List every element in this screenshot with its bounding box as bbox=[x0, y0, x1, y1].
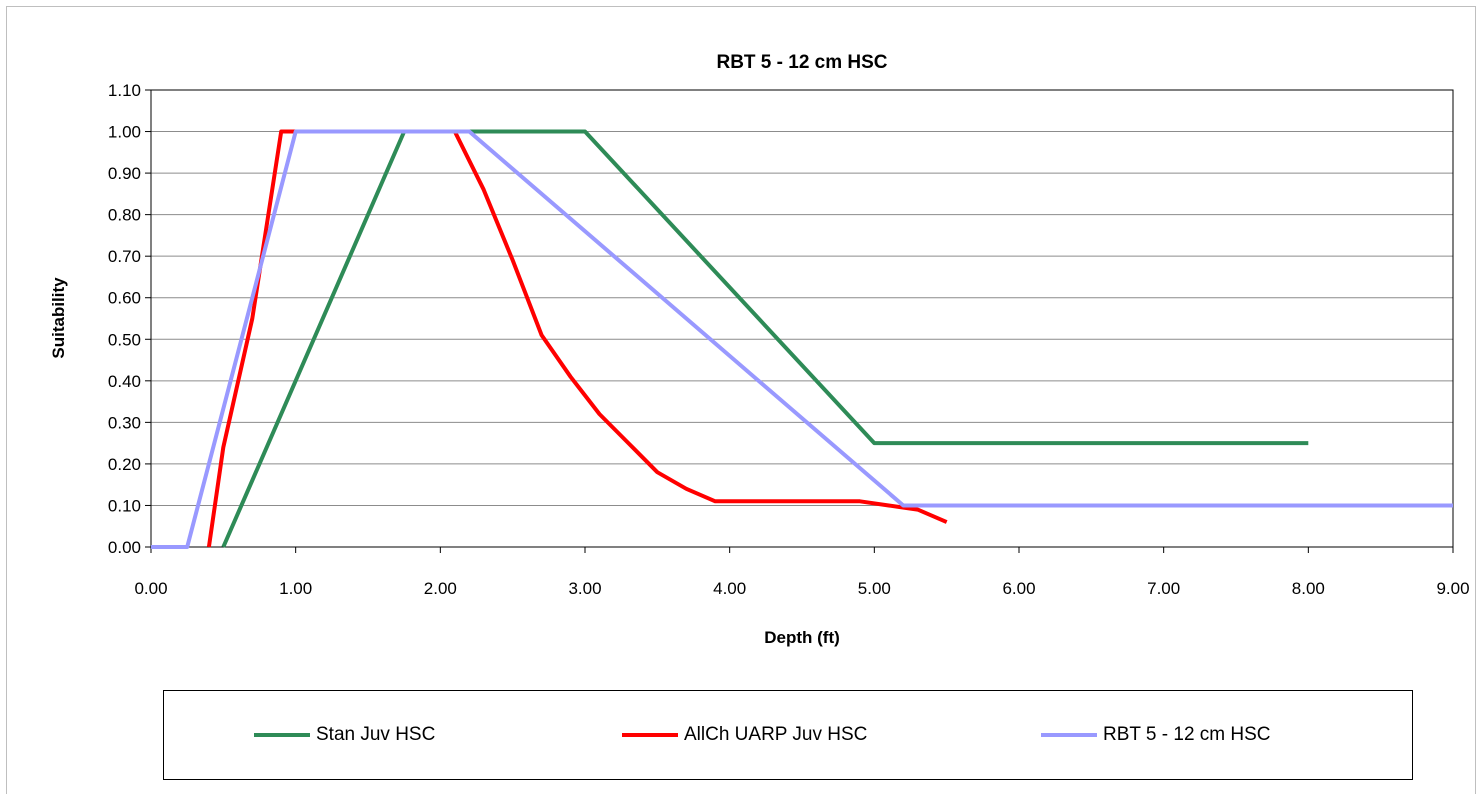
y-tick-label: 0.30 bbox=[108, 413, 141, 432]
legend-item-allch: AllCh UARP Juv HSC bbox=[622, 691, 867, 779]
x-tick-label: 9.00 bbox=[1436, 579, 1469, 598]
x-tick-label: 1.00 bbox=[279, 579, 312, 598]
y-tick-label: 1.10 bbox=[108, 81, 141, 100]
y-tick-label: 0.70 bbox=[108, 247, 141, 266]
legend-label-rbt: RBT 5 - 12 cm HSC bbox=[1103, 724, 1271, 745]
legend-item-rbt: RBT 5 - 12 cm HSC bbox=[1041, 691, 1271, 779]
series-line-0 bbox=[221, 129, 1309, 548]
x-tick-label: 4.00 bbox=[713, 579, 746, 598]
x-tick-label: 6.00 bbox=[1002, 579, 1035, 598]
x-tick-label: 2.00 bbox=[424, 579, 457, 598]
legend: Stan Juv HSC AllCh UARP Juv HSC RBT 5 - … bbox=[163, 690, 1413, 780]
y-tick-label: 1.00 bbox=[108, 123, 141, 142]
x-tick-label: 0.00 bbox=[134, 579, 167, 598]
legend-label-stan: Stan Juv HSC bbox=[316, 724, 436, 745]
series-line-2 bbox=[151, 129, 1453, 549]
line-chart: RBT 5 - 12 cm HSC 0.00 0.10 0.20 0.30 0.40 0.… bbox=[49, 52, 1470, 647]
chart-title: RBT 5 - 12 cm HSC bbox=[716, 52, 887, 73]
x-tick-label: 7.00 bbox=[1147, 579, 1180, 598]
y-axis-title: Suitability bbox=[49, 277, 68, 359]
y-tick-label: 0.00 bbox=[108, 538, 141, 557]
legend-item-stan: Stan Juv HSC bbox=[254, 691, 435, 779]
y-tick-label: 0.20 bbox=[108, 455, 141, 474]
x-axis-title: Depth (ft) bbox=[764, 628, 840, 647]
y-tick-label: 0.80 bbox=[108, 206, 141, 225]
y-tick-label: 0.60 bbox=[108, 289, 141, 308]
legend-swatch-rbt bbox=[1041, 733, 1097, 737]
y-tick-label: 0.90 bbox=[108, 164, 141, 183]
legend-swatch-stan bbox=[254, 733, 310, 737]
y-tick-label: 0.50 bbox=[108, 330, 141, 349]
x-tick-label: 3.00 bbox=[568, 579, 601, 598]
y-tick-label: 0.40 bbox=[108, 372, 141, 391]
x-tick-label: 5.00 bbox=[858, 579, 891, 598]
y-tick-label: 0.10 bbox=[108, 496, 141, 515]
series-line-1 bbox=[206, 129, 948, 548]
legend-swatch-allch bbox=[622, 733, 678, 737]
legend-label-allch: AllCh UARP Juv HSC bbox=[684, 724, 868, 745]
chart-frame bbox=[6, 6, 1476, 794]
plot-area bbox=[150, 89, 1454, 548]
x-tick-label: 8.00 bbox=[1292, 579, 1325, 598]
